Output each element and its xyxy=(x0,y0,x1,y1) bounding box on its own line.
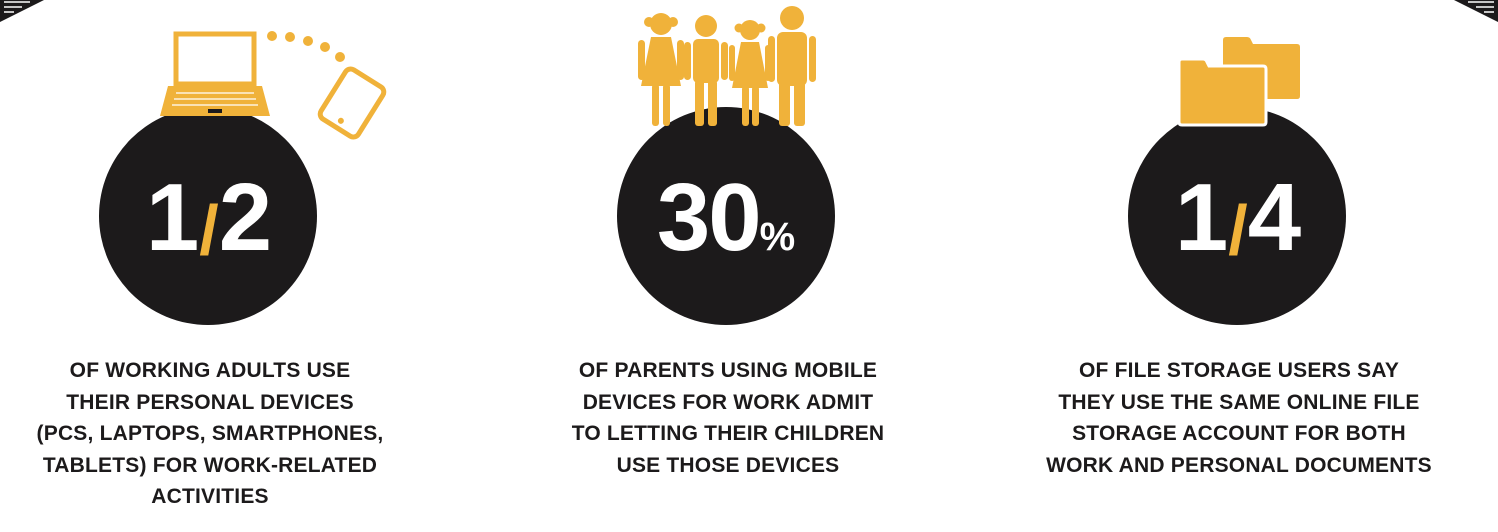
stat-circle: 1/4 xyxy=(1128,107,1346,325)
folders-icon xyxy=(1177,37,1300,127)
family-icon xyxy=(638,6,816,126)
stat-caption: OF PARENTS USING MOBILE DEVICES FOR WORK… xyxy=(571,359,885,477)
laptop-tablet-icon xyxy=(160,31,387,140)
stat-caption: OF WORKING ADULTS USE THEIR PERSONAL DEV… xyxy=(36,359,384,508)
stat-parents: 30% xyxy=(518,0,938,532)
corner-chevron-right xyxy=(1454,0,1498,22)
stat-caption: OF FILE STORAGE USERS SAY THEY USE THE S… xyxy=(1046,359,1432,477)
stat-value: 30% xyxy=(656,164,796,271)
corner-chevron-left xyxy=(0,0,44,22)
stat-working-adults: 1/2 OF WORKING ADULTS USE THEIR PERSONAL… xyxy=(0,0,420,532)
stat-file-storage: 1/4 OF FILE STORAGE USERS SAY THEY USE T… xyxy=(1029,0,1449,532)
stat-circle: 30% xyxy=(617,107,835,325)
stat-circle: 1/2 xyxy=(99,107,317,325)
stat-value: 1/4 xyxy=(1174,164,1301,271)
stat-value: 1/2 xyxy=(145,164,272,271)
